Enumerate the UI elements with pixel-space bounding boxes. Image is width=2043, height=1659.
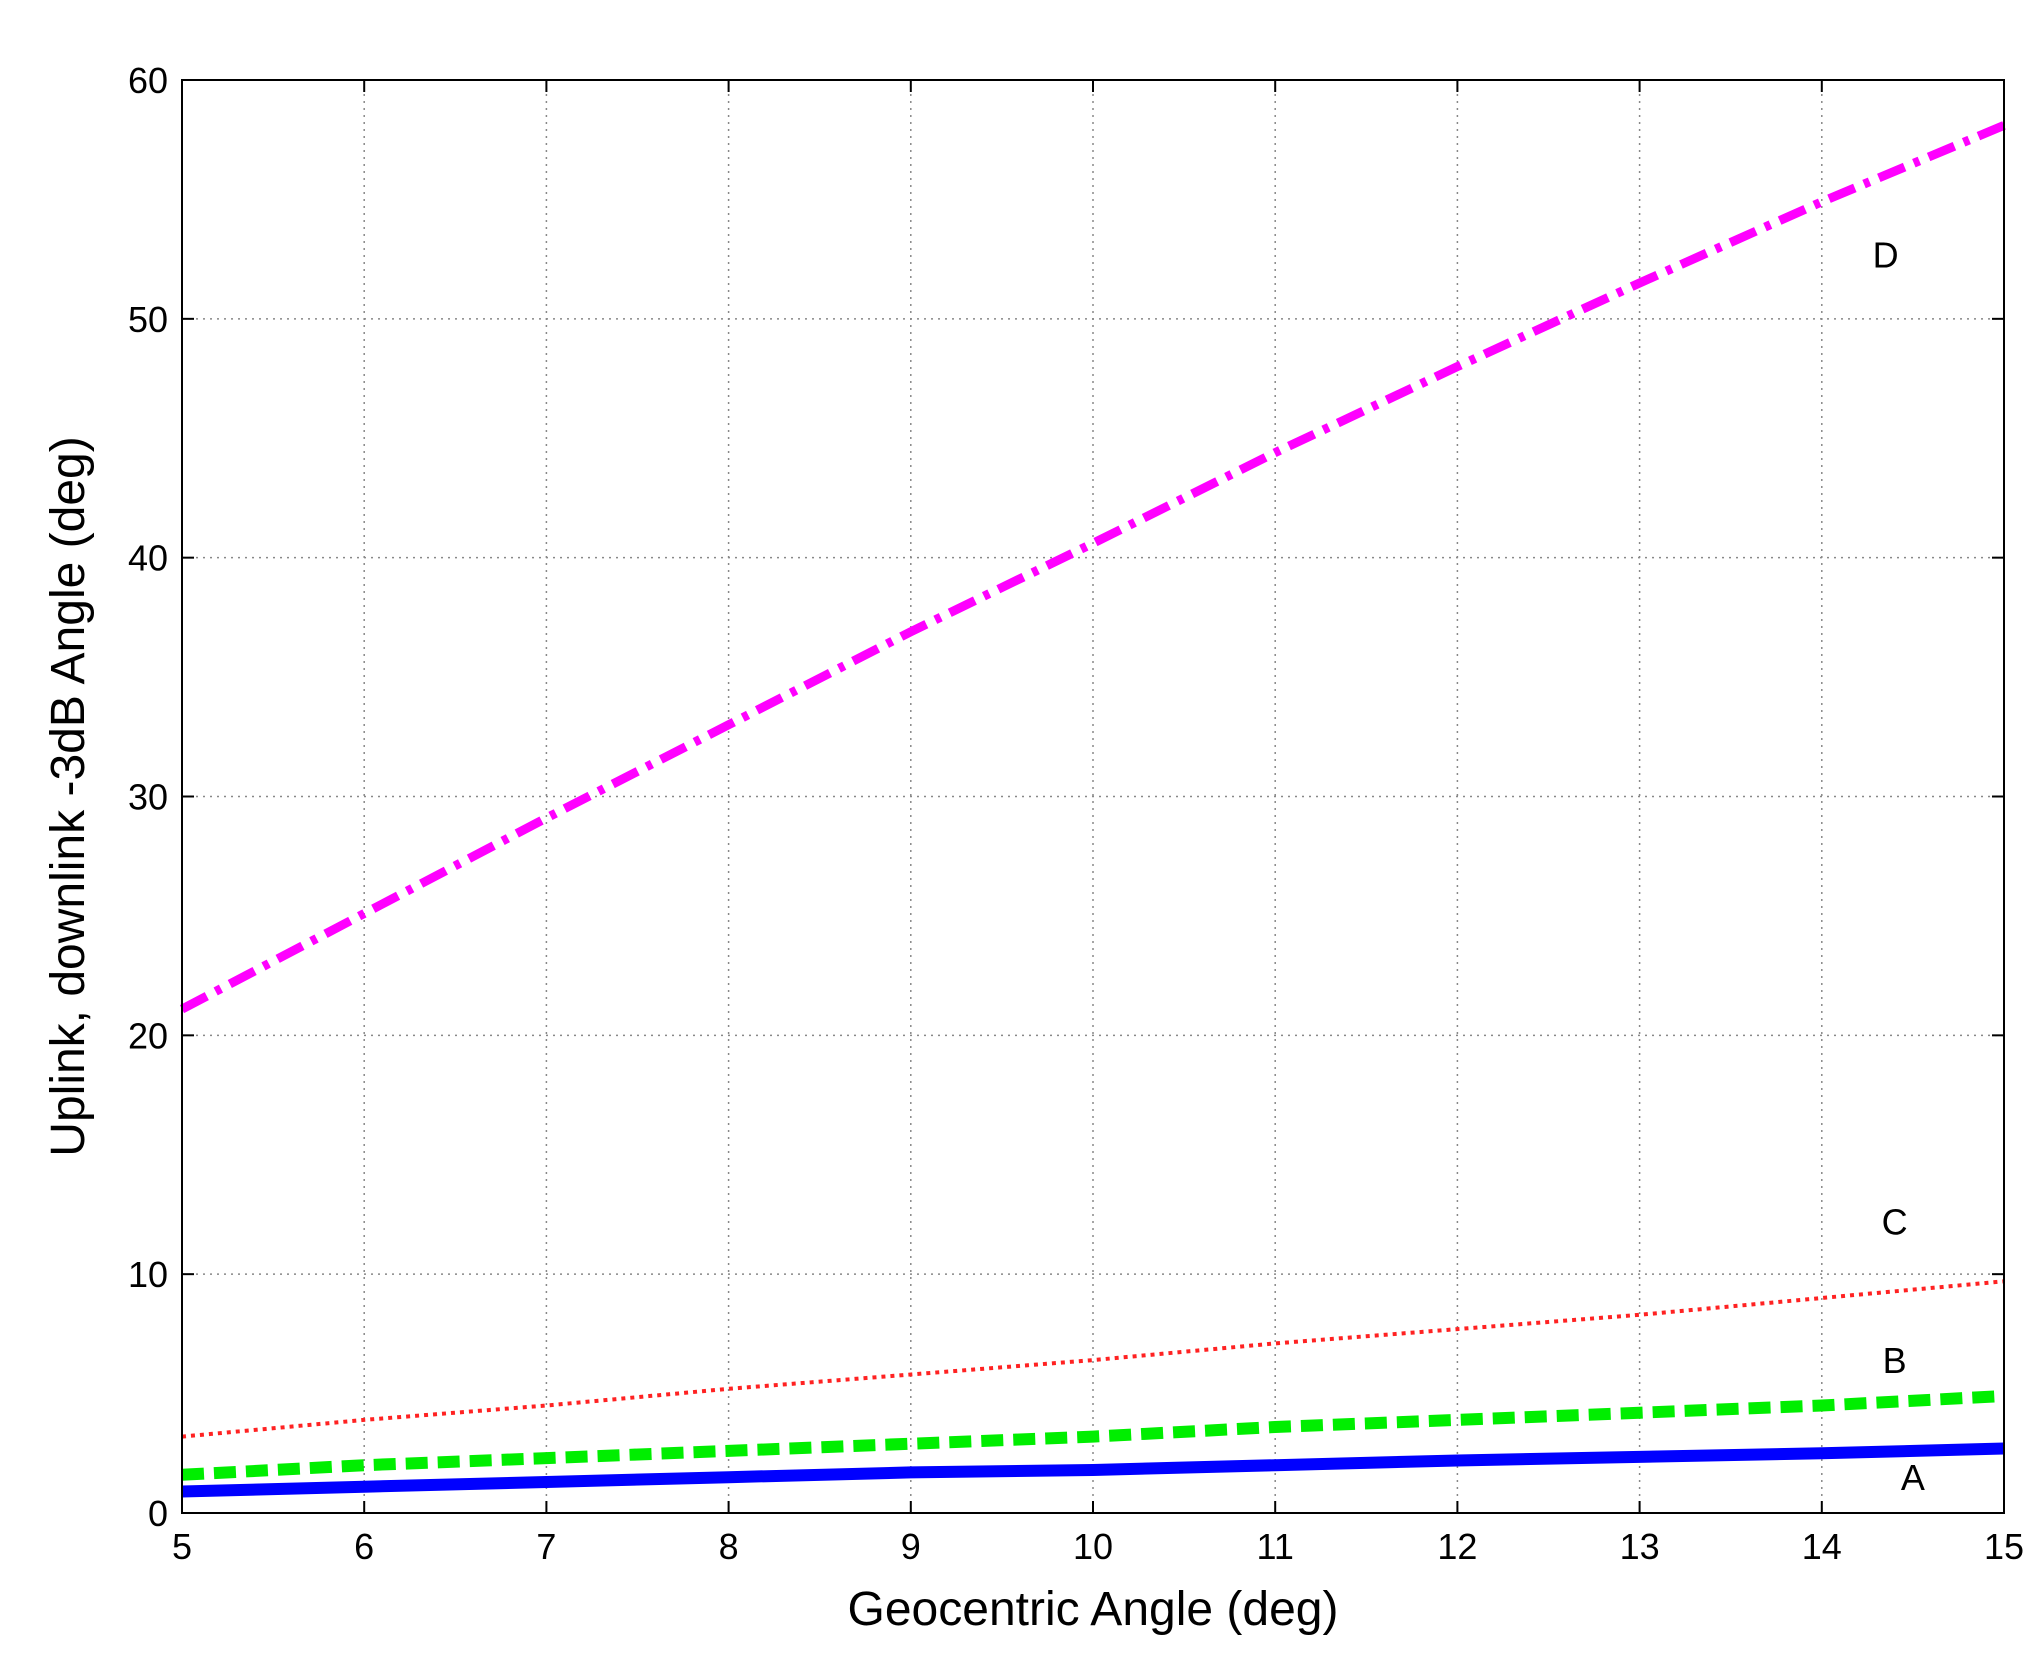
x-tick-label: 14 — [1802, 1526, 1842, 1567]
series-line-b — [181, 1390, 2005, 1481]
x-tick-label: 7 — [536, 1526, 556, 1567]
y-tick-label: 0 — [148, 1493, 168, 1534]
series-label-d: D — [1873, 234, 1899, 275]
x-tick-label: 11 — [1257, 1526, 1294, 1567]
series-label-c: C — [1882, 1202, 1908, 1243]
x-tick-label: 9 — [901, 1526, 921, 1567]
x-tick-label: 15 — [1984, 1526, 2024, 1567]
y-axis-label: Uplink, downlink -3dB Angle (deg) — [42, 436, 95, 1156]
x-tick-label: 6 — [354, 1526, 374, 1567]
series-line-c — [181, 1279, 2005, 1439]
y-tick-label: 20 — [128, 1015, 168, 1056]
x-axis-label: Geocentric Angle (deg) — [848, 1583, 1339, 1636]
y-tick-label: 10 — [128, 1254, 168, 1295]
y-tick-label: 40 — [128, 538, 168, 579]
x-tick-label: 5 — [172, 1526, 192, 1567]
y-tick-label: 50 — [128, 299, 168, 340]
series-label-a: A — [1901, 1457, 1925, 1498]
series-label-b: B — [1883, 1340, 1907, 1381]
series-group — [179, 121, 2006, 1498]
x-tick-label: 12 — [1437, 1526, 1477, 1567]
x-tick-label: 10 — [1073, 1526, 1113, 1567]
grid — [182, 80, 2004, 1513]
x-tick-label: 13 — [1620, 1526, 1660, 1567]
series-line-a — [181, 1442, 2005, 1498]
x-tick-label: 8 — [719, 1526, 739, 1567]
y-tick-label: 60 — [128, 60, 168, 101]
y-tick-label: 30 — [128, 777, 168, 818]
ticks: 5 6 7 8 9 10 11 12 13 14 15 0 10 20 30 40 50 60 — [128, 60, 2024, 1567]
series-line-d — [179, 121, 2006, 1014]
series-labels: D C B A — [1873, 234, 1925, 1498]
